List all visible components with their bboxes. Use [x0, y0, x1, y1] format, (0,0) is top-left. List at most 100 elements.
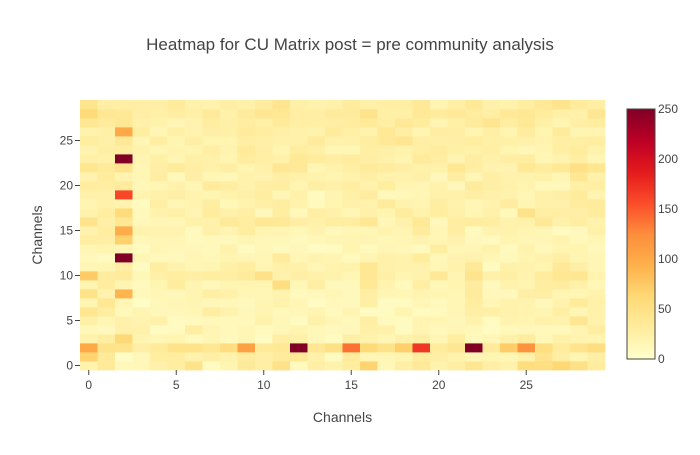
heatmap-cell	[325, 217, 343, 227]
x-tick-label: 5	[173, 378, 180, 392]
heatmap-cell	[377, 136, 396, 146]
heatmap-cell	[115, 199, 133, 209]
heatmap-cell	[587, 298, 606, 308]
heatmap-cell	[132, 253, 151, 263]
heatmap-cell	[185, 271, 203, 281]
heatmap-cell	[430, 172, 448, 182]
heatmap-cell	[290, 325, 308, 335]
heatmap-cell	[132, 361, 151, 371]
heatmap-cell	[220, 316, 238, 326]
heatmap-cell	[185, 199, 203, 209]
heatmap-cell	[412, 109, 431, 119]
heatmap-cell	[237, 217, 256, 227]
heatmap-cell	[465, 118, 483, 128]
heatmap-cell	[132, 352, 151, 362]
heatmap-cell	[395, 172, 413, 182]
heatmap-cell	[377, 109, 396, 119]
heatmap-cell	[115, 118, 133, 128]
heatmap-cell	[202, 181, 221, 191]
heatmap-cell	[377, 325, 396, 335]
heatmap-cell	[237, 163, 256, 173]
heatmap-cell	[307, 208, 326, 218]
heatmap-cell	[115, 289, 133, 299]
heatmap-cell	[570, 190, 588, 200]
heatmap-cell	[80, 244, 98, 254]
heatmap-cell	[255, 127, 273, 137]
heatmap-cell	[272, 217, 291, 227]
heatmap-cell	[447, 226, 466, 236]
heatmap-cell	[167, 244, 186, 254]
heatmap-cell	[360, 325, 378, 335]
heatmap-cell	[552, 298, 571, 308]
heatmap-cell	[132, 334, 151, 344]
heatmap-cell	[395, 289, 413, 299]
heatmap-cell	[430, 190, 448, 200]
heatmap-cell	[360, 163, 378, 173]
heatmap-cell	[377, 289, 396, 299]
heatmap-cell	[167, 199, 186, 209]
heatmap-cell	[517, 325, 536, 335]
x-tick-label: 10	[257, 378, 271, 392]
heatmap-cell	[237, 127, 256, 137]
heatmap-cell	[150, 235, 168, 245]
heatmap-cell	[132, 208, 151, 218]
heatmap-cell	[237, 361, 256, 371]
heatmap-cell	[185, 226, 203, 236]
heatmap-cell	[255, 316, 273, 326]
heatmap-cell	[342, 100, 361, 110]
heatmap-cell	[535, 244, 553, 254]
heatmap-cell	[482, 181, 501, 191]
heatmap-cell	[570, 226, 588, 236]
heatmap-cell	[325, 181, 343, 191]
heatmap-cell	[482, 307, 501, 317]
heatmap-cell	[447, 217, 466, 227]
heatmap-cell	[395, 343, 413, 353]
heatmap-cell	[220, 244, 238, 254]
heatmap-cell	[202, 289, 221, 299]
heatmap-cell	[342, 109, 361, 119]
heatmap-cell	[587, 352, 606, 362]
heatmap-cell	[412, 343, 431, 353]
heatmap-cell	[535, 280, 553, 290]
colorbar-tick-label: 100	[658, 252, 678, 266]
heatmap-cell	[167, 253, 186, 263]
heatmap-cell	[570, 100, 588, 110]
heatmap-cell	[307, 289, 326, 299]
heatmap-cell	[220, 100, 238, 110]
heatmap-cell	[465, 154, 483, 164]
heatmap-cell	[307, 226, 326, 236]
heatmap-cell	[570, 208, 588, 218]
heatmap-cell	[500, 208, 518, 218]
heatmap-cell	[290, 226, 308, 236]
heatmap-cell	[97, 316, 116, 326]
heatmap-cell	[395, 271, 413, 281]
heatmap-cell	[150, 190, 168, 200]
heatmap-cell	[430, 262, 448, 272]
heatmap-cell	[97, 199, 116, 209]
heatmap-cell	[290, 181, 308, 191]
heatmap-cell	[517, 298, 536, 308]
heatmap-cell	[132, 271, 151, 281]
heatmap-cell	[255, 217, 273, 227]
heatmap-cell	[587, 190, 606, 200]
heatmap-cell	[290, 172, 308, 182]
heatmap-cell	[255, 163, 273, 173]
heatmap-cell	[255, 289, 273, 299]
heatmap-cell	[255, 280, 273, 290]
heatmap-cell	[517, 343, 536, 353]
heatmap-cell	[447, 361, 466, 371]
heatmap-cell	[447, 289, 466, 299]
heatmap-cell	[482, 361, 501, 371]
heatmap-cell	[132, 154, 151, 164]
heatmap-cell	[97, 163, 116, 173]
heatmap-cell	[447, 208, 466, 218]
heatmap-cell	[360, 109, 378, 119]
heatmap-cell	[552, 343, 571, 353]
heatmap-cell	[412, 307, 431, 317]
heatmap-cell	[430, 145, 448, 155]
heatmap-cell	[255, 190, 273, 200]
heatmap-cell	[115, 262, 133, 272]
heatmap-cell	[220, 199, 238, 209]
heatmap-cell	[150, 100, 168, 110]
heatmap-cell	[377, 343, 396, 353]
